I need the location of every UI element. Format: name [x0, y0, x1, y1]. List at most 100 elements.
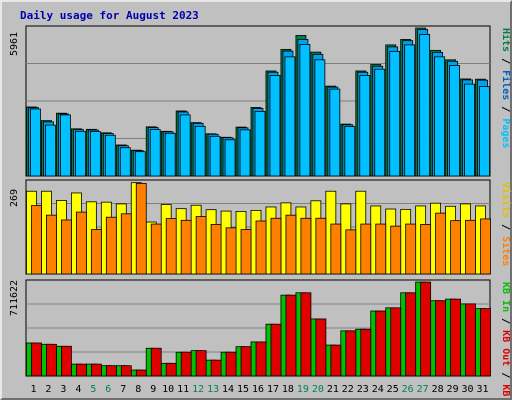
bar-pages-day-6: [104, 134, 116, 177]
bar-sites-day-1: [31, 205, 42, 275]
bar-kb-out-day-7: [120, 365, 132, 377]
x-tick-label-day-15: 15: [237, 384, 249, 395]
bar-pages-day-15: [239, 129, 251, 177]
x-tick-label-day-28: 28: [432, 384, 444, 395]
bar-pages-day-30: [464, 83, 475, 177]
bar-pages-day-25: [389, 50, 401, 177]
x-tick-label-day-21: 21: [327, 384, 339, 395]
bar-kb-out-day-29: [450, 298, 461, 377]
bar-sites-day-14: [225, 227, 237, 275]
x-tick-label-day-29: 29: [447, 384, 459, 395]
bar-sites-day-27: [420, 224, 432, 275]
bar-pages-day-3: [60, 114, 71, 177]
x-tick-label-day-20: 20: [312, 384, 324, 395]
bar-kb-out-day-18: [285, 294, 297, 377]
bar-sites-day-26: [405, 223, 417, 275]
panel-visits-ymax-label: 269: [9, 189, 20, 207]
bar-kb-out-day-30: [465, 303, 476, 377]
bar-pages-day-16: [254, 111, 266, 177]
legend-item: /: [500, 100, 511, 118]
x-tick-label-day-10: 10: [162, 384, 174, 395]
bar-sites-day-22: [345, 229, 357, 275]
bar-kb-out-day-8: [135, 369, 147, 377]
bar-kb-out-day-1: [31, 342, 42, 377]
bar-kb-out-day-31: [480, 308, 491, 377]
x-tick-label-day-2: 2: [45, 384, 51, 395]
bar-pages-day-29: [449, 65, 460, 177]
x-tick-label-day-12: 12: [192, 384, 204, 395]
x-tick-label-day-24: 24: [372, 384, 384, 395]
bar-kb-out-day-10: [165, 362, 177, 377]
panel-kbytes-ymax-label: 711622: [9, 280, 20, 316]
bar-kb-out-day-9: [150, 347, 162, 377]
x-tick-label-day-30: 30: [462, 384, 474, 395]
bar-sites-day-15: [240, 229, 252, 275]
x-tick-label-day-27: 27: [417, 384, 429, 395]
x-tick-label-day-1: 1: [30, 384, 36, 395]
legend-item: /: [500, 366, 511, 384]
panel-hits: 5961 Hits / Files / Pages: [9, 25, 512, 177]
bar-sites-day-7: [120, 213, 132, 275]
bar-pages-day-1: [30, 108, 41, 177]
bar-sites-day-29: [450, 220, 461, 275]
bar-pages-day-26: [404, 44, 416, 177]
bar-kb-out-day-2: [46, 343, 57, 377]
panel-kbytes-legend: KB In / KB Out / KB F: [500, 282, 511, 400]
x-tick-label-day-13: 13: [207, 384, 219, 395]
x-tick-label-day-17: 17: [267, 384, 279, 395]
bar-kb-out-day-15: [240, 346, 252, 377]
x-tick-label-day-9: 9: [150, 384, 156, 395]
bar-sites-day-2: [46, 214, 57, 275]
bar-pages-day-8: [134, 151, 146, 177]
bar-kb-out-day-12: [195, 350, 207, 377]
x-tick-label-day-25: 25: [387, 384, 399, 395]
legend-item: /: [500, 52, 511, 70]
bar-kb-out-day-3: [61, 345, 72, 377]
bar-sites-day-9: [150, 223, 162, 275]
bar-pages-day-7: [119, 147, 131, 177]
bar-sites-day-11: [180, 219, 192, 275]
panel-hits-legend: Hits / Files / Pages: [500, 28, 512, 148]
x-tick-label-day-19: 19: [297, 384, 309, 395]
bar-kb-out-day-16: [255, 341, 267, 377]
bar-pages-day-9: [149, 129, 161, 177]
bar-sites-day-12: [195, 216, 207, 275]
bar-pages-day-28: [434, 56, 446, 177]
legend-item: Files: [500, 70, 512, 100]
x-tick-label-day-5: 5: [90, 384, 96, 395]
bar-kb-out-day-13: [210, 359, 222, 377]
bar-sites-day-25: [390, 225, 402, 275]
x-tick-label-day-8: 8: [135, 384, 141, 395]
bar-sites-day-5: [90, 229, 102, 275]
bar-kb-out-day-27: [420, 281, 432, 377]
bar-sites-day-16: [255, 220, 267, 275]
bar-kb-out-day-25: [390, 307, 402, 377]
bar-sites-day-30: [465, 219, 476, 275]
x-tick-label-day-26: 26: [402, 384, 414, 395]
bar-pages-day-27: [419, 34, 431, 177]
bar-kb-out-day-4: [75, 363, 87, 377]
legend-item: Visits: [500, 182, 512, 218]
legend-item: /: [500, 312, 511, 330]
legend-item: Sites: [500, 236, 512, 266]
x-tick-label-day-16: 16: [252, 384, 264, 395]
bar-kb-out-day-11: [180, 351, 192, 377]
bar-kb-out-day-6: [105, 365, 117, 377]
x-tick-label-day-3: 3: [60, 384, 66, 395]
bar-pages-day-18: [284, 56, 296, 177]
bar-sites-day-18: [285, 214, 297, 275]
bar-sites-day-8: [135, 182, 147, 275]
bar-pages-day-17: [269, 75, 281, 177]
bar-kb-out-day-17: [270, 323, 282, 377]
x-tick-label-day-7: 7: [120, 384, 126, 395]
x-tick-label-day-11: 11: [177, 384, 189, 395]
bar-kb-out-day-28: [435, 300, 447, 377]
bar-kb-out-day-23: [360, 328, 372, 377]
bar-sites-day-10: [165, 218, 177, 275]
bar-sites-day-20: [315, 217, 327, 275]
bar-sites-day-28: [435, 212, 447, 275]
bar-sites-day-3: [61, 219, 72, 275]
bar-sites-day-4: [75, 211, 87, 275]
bar-pages-day-12: [194, 125, 206, 177]
